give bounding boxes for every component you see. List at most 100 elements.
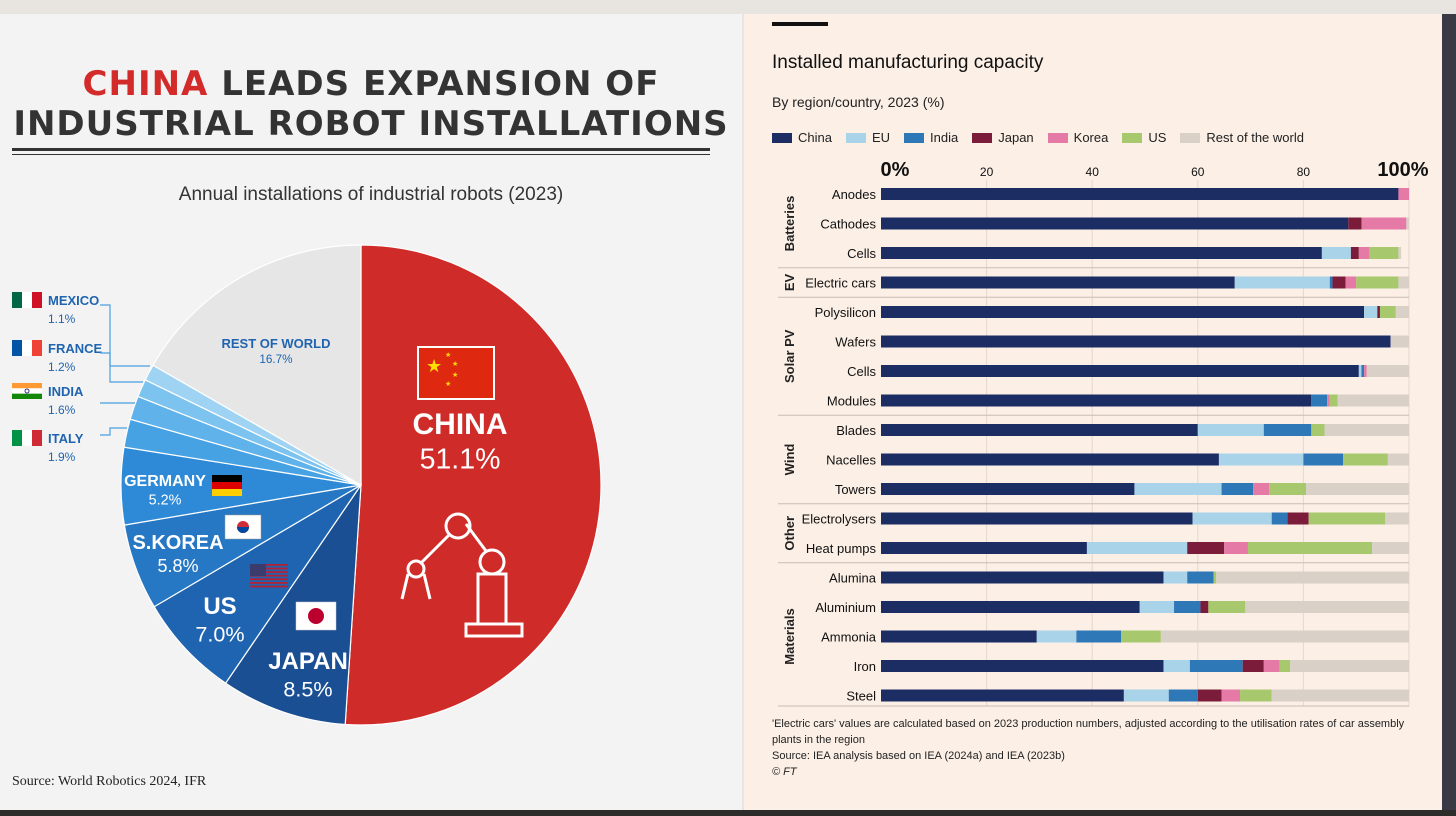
pie-value-india: 1.6% [48, 403, 76, 417]
legend-swatch [972, 132, 993, 143]
legend-item-eu: EU [845, 130, 890, 145]
window-bottom-strip [0, 810, 1456, 816]
group-label-batteries: Batteries [782, 196, 797, 252]
pie-label-s-korea: S.KOREA [132, 532, 223, 554]
flag-japan-icon [295, 601, 337, 631]
svg-text:★: ★ [452, 360, 458, 368]
bar-segment-japan [1377, 306, 1380, 318]
bar-segment-rest-of-the-world [1372, 542, 1409, 554]
window-top-strip [0, 0, 1456, 14]
bar-segment-rest-of-the-world [1398, 276, 1409, 289]
svg-text:★: ★ [452, 371, 458, 379]
ft-accent-bar [772, 22, 828, 26]
bar-chart-subtitle: By region/country, 2023 (%) [772, 94, 945, 110]
bar-segment-china [881, 276, 1235, 289]
bar-segment-japan [1197, 689, 1222, 702]
pie-label-us: US [203, 593, 236, 620]
pie-label-germany: GERMANY [124, 473, 206, 490]
headline-highlight: CHINA [82, 64, 209, 104]
flag-mexico-icon [12, 292, 42, 308]
legend-label: Rest of the world [1206, 130, 1304, 145]
x-tick-label: 100% [1377, 159, 1428, 181]
bar-segment-us [1311, 424, 1325, 436]
legend-label: China [798, 130, 832, 145]
bar-segment-eu [1163, 571, 1188, 584]
bar-segment-korea [1327, 394, 1330, 407]
bar-chart-legend: China EU India Japan Korea US Rest of the worl… [772, 130, 1304, 145]
flag-italy-icon [12, 430, 42, 446]
svg-text:★: ★ [426, 356, 442, 376]
note-source: Source: IEA analysis based on IEA (2024a… [772, 750, 1065, 762]
pie-label-rest-of-world: REST OF WORLD [221, 336, 330, 351]
bar-segment-india [1221, 483, 1254, 495]
bar-segment-eu [1139, 601, 1175, 613]
bar-segment-rest-of-the-world [1290, 660, 1409, 672]
legend-item-us: US [1122, 130, 1166, 145]
pie-value-china: 51.1% [420, 444, 501, 476]
bar-segment-japan [1332, 276, 1346, 289]
bar-segment-rest-of-the-world [1306, 483, 1409, 495]
pie-infographic-panel: CHINA LEADS EXPANSION OF INDUSTRIAL ROBO… [0, 14, 742, 810]
bar-segment-korea [1345, 276, 1357, 289]
bar-segment-rest-of-the-world [1160, 630, 1409, 643]
bar-segment-india [1189, 660, 1243, 672]
bar-segment-eu [1197, 424, 1264, 436]
svg-text:★: ★ [445, 351, 451, 359]
group-label-materials: Materials [782, 608, 797, 664]
category-label-ammonia: Ammonia [821, 630, 877, 645]
bar-segment-india [1187, 571, 1214, 584]
bar-segment-india [1076, 630, 1122, 643]
group-label-ev: EV [782, 274, 797, 292]
category-label-towers: Towers [835, 482, 877, 497]
bar-segment-rest-of-the-world [1245, 601, 1409, 613]
headline-line-2: INDUSTRIAL ROBOT INSTALLATIONS [13, 104, 729, 144]
pie-label-mexico: MEXICO [48, 293, 99, 308]
bar-segment-rest-of-the-world [1337, 394, 1409, 407]
bar-segment-us [1269, 483, 1307, 495]
pie-label-japan: JAPAN [268, 648, 348, 675]
x-tick-label: 80 [1297, 165, 1311, 179]
bar-segment-eu [1086, 542, 1188, 554]
legend-swatch [1047, 132, 1068, 143]
pie-slice-us [153, 484, 362, 684]
bar-segment-korea [1263, 660, 1280, 672]
bar-segment-us [1121, 630, 1161, 643]
x-tick-label: 40 [1086, 165, 1100, 179]
bar-segment-rest-of-the-world [1385, 512, 1409, 525]
bar-segment-india [1361, 365, 1365, 377]
bar-segment-japan [1200, 601, 1209, 613]
bar-segment-us [1247, 542, 1373, 554]
pie-slice-rest-of-world [152, 244, 362, 487]
bar-segment-rest-of-the-world [1216, 571, 1409, 584]
group-label-wind: Wind [782, 444, 797, 476]
pie-label-china: CHINA [413, 408, 508, 441]
bar-segment-china [881, 453, 1219, 466]
legend-item-india: India [904, 130, 958, 145]
bar-segment-us [1279, 660, 1291, 672]
bar-segment-korea [1364, 365, 1367, 377]
bar-segment-eu [1134, 483, 1222, 495]
category-label-polysilicon: Polysilicon [815, 305, 876, 320]
legend-label: Japan [998, 130, 1034, 145]
pie-label-france: FRANCE [48, 341, 102, 356]
bar-segment-us [1356, 276, 1399, 289]
x-tick-label: 0% [881, 159, 910, 181]
flag-india-icon [12, 383, 42, 399]
bar-segment-korea [1358, 247, 1370, 259]
legend-swatch [1122, 132, 1143, 143]
bar-segment-rest-of-the-world [1406, 217, 1409, 230]
pie-value-germany: 5.2% [149, 492, 182, 508]
bar-segment-us [1213, 571, 1217, 584]
bar-segment-china [881, 601, 1140, 613]
pie-value-japan: 8.5% [283, 677, 332, 702]
bar-segment-korea [1398, 188, 1409, 200]
bar-segment-india [1329, 276, 1333, 289]
bar-segment-india [1263, 424, 1312, 436]
flag-us-icon [250, 564, 288, 588]
legend-swatch [772, 132, 792, 143]
headline-rest: LEADS EXPANSION OF [221, 64, 660, 104]
bar-segment-china [881, 365, 1359, 377]
bar-segment-china [881, 542, 1087, 554]
headline-line-1: CHINA LEADS EXPANSION OF [0, 64, 742, 104]
